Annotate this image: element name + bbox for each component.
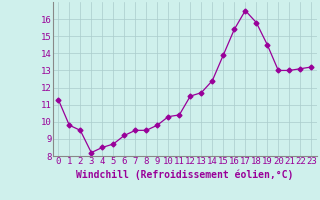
X-axis label: Windchill (Refroidissement éolien,°C): Windchill (Refroidissement éolien,°C) bbox=[76, 169, 293, 180]
